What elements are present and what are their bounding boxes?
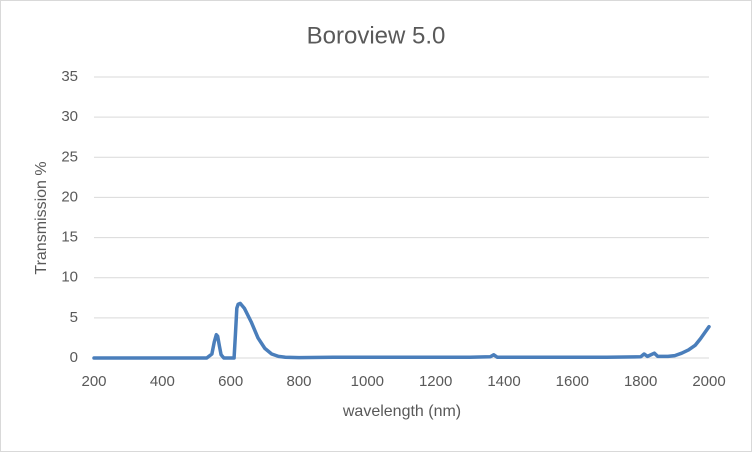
y-tick-label: 15	[61, 229, 78, 246]
y-tick-label: 0	[70, 349, 78, 366]
chart-title: Boroview 5.0	[307, 22, 446, 49]
x-tick-label: 2000	[692, 373, 725, 390]
x-tick-label: 1400	[487, 373, 520, 390]
x-tick-label: 800	[286, 373, 311, 390]
y-tick-label: 20	[61, 188, 78, 205]
y-tick-label: 30	[61, 108, 78, 125]
x-tick-label: 1800	[624, 373, 657, 390]
x-tick-label: 1200	[419, 373, 452, 390]
x-axis-title: wavelength (nm)	[342, 403, 461, 420]
x-tick-label: 200	[81, 373, 106, 390]
y-tick-label: 5	[70, 309, 78, 326]
y-tick-label: 25	[61, 148, 78, 165]
y-axis-title: Transmission %	[33, 161, 50, 274]
y-tick-label: 10	[61, 269, 78, 286]
x-tick-label: 1600	[556, 373, 589, 390]
y-tick-label: 35	[61, 68, 78, 85]
data-line	[92, 301, 711, 360]
x-tick-label: 600	[218, 373, 243, 390]
x-tick-label: 1000	[351, 373, 384, 390]
x-tick-label: 400	[150, 373, 175, 390]
